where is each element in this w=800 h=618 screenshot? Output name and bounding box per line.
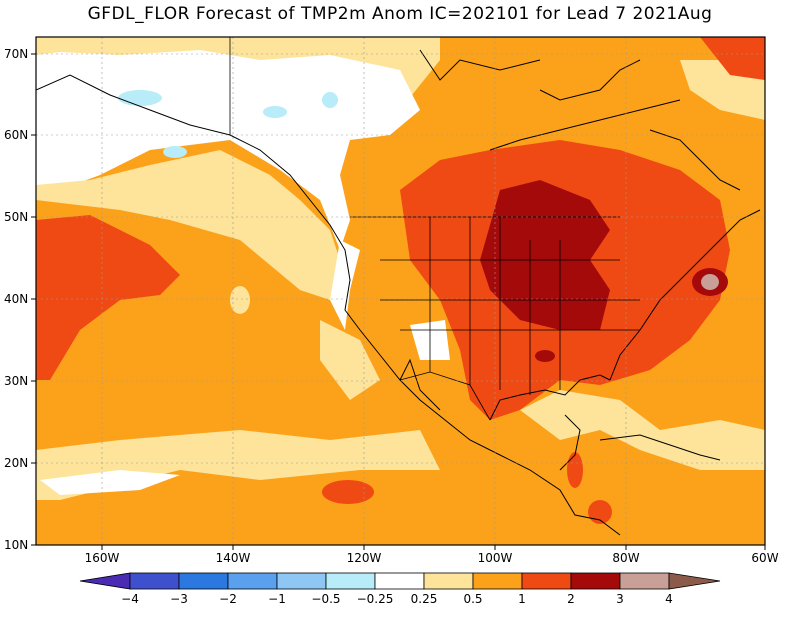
lon-label-100w: 100W [477, 551, 513, 565]
colorbar-swatch-4 [276, 572, 327, 590]
lat-label-30n: 30N [4, 374, 29, 388]
colorbar-label-1: −3 [170, 592, 188, 606]
colorbar-label-2: −2 [219, 592, 237, 606]
lon-label-60w: 60W [751, 551, 779, 565]
anomaly-0.25-gulf [520, 390, 765, 470]
colorbar-label-6: 0.25 [410, 592, 438, 606]
colorbar-swatch-8 [472, 572, 523, 590]
map-frame [35, 36, 766, 546]
colorbar [79, 572, 721, 590]
colorbar-label-5: −0.25 [356, 592, 394, 606]
colorbar-swatch-9 [521, 572, 572, 590]
anomaly-1-2-central-america [567, 452, 583, 488]
coastlines [36, 49, 761, 536]
anomaly-neg-spot-4 [322, 92, 338, 108]
anomaly-neg-spot-1 [118, 90, 162, 106]
anomaly-fields [36, 37, 765, 545]
colorbar-swatch-7 [423, 572, 474, 590]
anomaly-neutral-tropics [40, 470, 180, 495]
anomaly-neg-spot-2 [163, 146, 187, 158]
colorbar-swatch-12 [668, 572, 721, 590]
colorbar-swatch-3 [227, 572, 278, 590]
colorbar-label-0: −4 [121, 592, 139, 606]
lat-label-40n: 40N [4, 292, 29, 306]
anomaly-1-2-panama [588, 500, 612, 524]
colorbar-swatch-1 [129, 572, 180, 590]
lat-label-10n: 10N [4, 538, 29, 552]
lon-label-160w: 160W [84, 551, 120, 565]
colorbar-label-10: 3 [616, 592, 624, 606]
colorbar-label-8: 1 [518, 592, 526, 606]
anomaly-0.25-spot [230, 286, 250, 314]
anomaly-neutral-west-coast [330, 240, 360, 330]
anomaly-0.25-baja [320, 320, 380, 400]
anomaly-1-2-tropical-spot [322, 480, 374, 504]
colorbar-label-4: −0.5 [311, 592, 341, 606]
anomaly-2-3-core [480, 180, 610, 330]
anomaly-3-4-northeast [701, 274, 719, 290]
colorbar-label-11: 4 [665, 592, 673, 606]
colorbar-swatch-5 [325, 572, 376, 590]
colorbar-label-7: 0.5 [463, 592, 483, 606]
lat-label-20n: 20N [4, 456, 29, 470]
lon-label-80w: 80W [612, 551, 640, 565]
lat-label-70n: 70N [4, 47, 29, 61]
anomaly-neg-spot-3 [263, 106, 287, 118]
lat-label-60n: 60N [4, 128, 29, 142]
lon-label-120w: 120W [346, 551, 382, 565]
anomaly-1-2-greenland [700, 37, 765, 80]
map-title: GFDL_FLOR Forecast of TMP2m Anom IC=2021… [87, 4, 713, 24]
anomaly-1-2-pacific [36, 215, 180, 380]
anomaly-2-3-spot [535, 350, 555, 362]
colorbar-swatch-10 [570, 572, 621, 590]
colorbar-swatch-0 [79, 572, 131, 590]
anomaly-0.25-tropics [36, 430, 440, 500]
anomaly-0.25-pacific-n [36, 150, 340, 300]
lon-label-140w: 140W [215, 551, 251, 565]
colorbar-swatch-11 [619, 572, 670, 590]
lat-label-50n: 50N [4, 210, 29, 224]
borders [229, 37, 640, 421]
colorbar-label-9: 2 [567, 592, 575, 606]
grid-lines [36, 37, 765, 545]
colorbar-label-3: −1 [268, 592, 286, 606]
colorbar-swatch-2 [178, 572, 229, 590]
tick-marks [31, 53, 766, 550]
colorbar-swatch-6 [374, 572, 425, 590]
